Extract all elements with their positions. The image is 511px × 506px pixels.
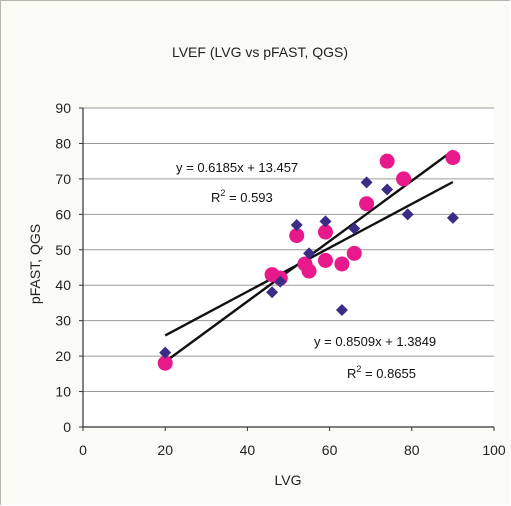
chart-title: LVEF (LVG vs pFAST, QGS) <box>171 44 349 60</box>
diamond-point <box>159 346 172 359</box>
trendline-1-equation: y = 0.6185x + 13.457 <box>176 160 298 175</box>
y-tick-label: 70 <box>55 171 71 187</box>
circle-point <box>396 171 412 187</box>
diamond-point <box>335 304 348 317</box>
circle-point <box>359 196 375 212</box>
diamond-point <box>319 215 332 228</box>
trendline-2-r2: R2 = 0.8655 <box>347 364 416 381</box>
diamond-point <box>303 247 316 260</box>
x-tick-label: 80 <box>404 442 420 458</box>
circle-point <box>334 256 350 272</box>
x-tick-labels: 0 20 40 60 80 100 <box>79 427 506 458</box>
x-axis-label: LVG <box>275 472 302 488</box>
circle-point <box>301 263 317 279</box>
y-tick-label: 50 <box>55 242 71 258</box>
diamond-point <box>274 275 287 288</box>
circle-point <box>317 224 333 240</box>
diamond-point <box>348 222 361 235</box>
y-tick-label: 40 <box>55 277 71 293</box>
y-tick-labels: 0 10 20 30 40 50 60 70 80 90 <box>55 100 83 435</box>
diamond-point <box>266 286 279 299</box>
y-tick-label: 80 <box>55 135 71 151</box>
y-tick-label: 60 <box>55 206 71 222</box>
x-tick-label: 100 <box>482 442 506 458</box>
circle-point <box>445 150 461 166</box>
diamond-point <box>401 208 414 221</box>
grid-lines <box>83 107 494 393</box>
y-axis-label: pFAST, QGS <box>27 224 43 304</box>
trendline-1-r2: R2 = 0.593 <box>211 188 273 205</box>
diamond-point <box>360 176 373 189</box>
circle-point <box>379 153 395 169</box>
trendline-2-equation: y = 0.8509x + 1.3849 <box>314 334 436 349</box>
diamond-point <box>290 218 303 231</box>
circle-point <box>289 228 305 244</box>
x-tick-label: 0 <box>79 442 87 458</box>
axes <box>82 108 494 428</box>
y-tick-label: 30 <box>55 313 71 329</box>
circle-point <box>157 355 173 371</box>
x-tick-label: 60 <box>322 442 338 458</box>
x-tick-label: 40 <box>240 442 256 458</box>
y-tick-label: 0 <box>63 419 71 435</box>
plot-area <box>83 108 494 427</box>
y-tick-label: 20 <box>55 348 71 364</box>
data-points <box>157 150 461 371</box>
circle-point <box>317 252 333 268</box>
diamond-point <box>446 211 459 224</box>
y-tick-label: 10 <box>55 384 71 400</box>
y-tick-label: 90 <box>55 100 71 116</box>
diamond-point <box>381 183 394 196</box>
x-tick-label: 20 <box>157 442 173 458</box>
circle-point <box>346 245 362 261</box>
